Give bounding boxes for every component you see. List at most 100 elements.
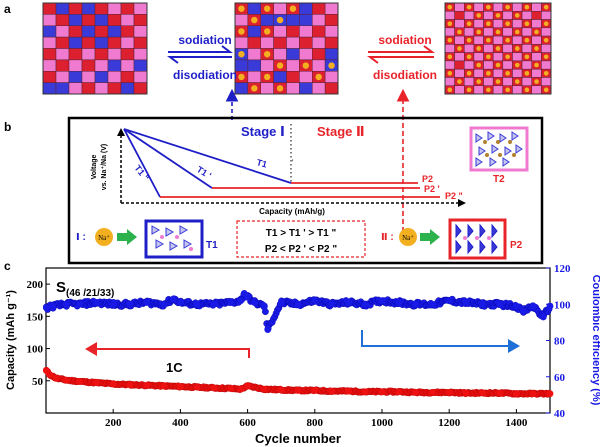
lattice-cell bbox=[107, 36, 122, 49]
green-arrow-icon-1 bbox=[117, 229, 137, 245]
lattice-cell bbox=[483, 27, 494, 37]
lattice-cell bbox=[42, 36, 57, 49]
lattice-cell bbox=[81, 2, 96, 15]
x-tick-label: 1000 bbox=[371, 417, 394, 429]
lattice-cell bbox=[286, 59, 300, 72]
na-ion-icon-1 bbox=[95, 228, 113, 246]
capacity-data-point bbox=[143, 381, 151, 389]
ce-data-point bbox=[429, 300, 436, 308]
curve-t1 bbox=[123, 128, 292, 184]
capacity-data-point bbox=[294, 387, 302, 394]
lattice-cell bbox=[234, 36, 249, 49]
sodium-ion-dot bbox=[543, 21, 549, 26]
sodium-ion-dot bbox=[315, 73, 322, 81]
lattice-cell bbox=[299, 82, 313, 95]
sodium-ion-dot bbox=[543, 71, 549, 76]
lattice-cell bbox=[68, 25, 83, 38]
lattice-cell bbox=[55, 36, 70, 49]
capacity-data-point bbox=[52, 374, 60, 382]
capacity-data-point bbox=[513, 390, 520, 398]
sodium-ion-dot bbox=[476, 62, 482, 68]
lattice-cell bbox=[120, 14, 135, 26]
lattice-cell bbox=[107, 48, 122, 61]
ce-data-point bbox=[76, 300, 83, 308]
lattice-cell bbox=[502, 27, 513, 37]
capacity-data-point bbox=[227, 385, 235, 392]
lattice-cell bbox=[286, 82, 300, 95]
ce-data-point bbox=[361, 300, 369, 308]
lattice-cell bbox=[55, 25, 70, 38]
lattice-cell bbox=[521, 60, 532, 70]
label-t1pp: T1 " bbox=[132, 163, 151, 183]
t1-box-label: T1 bbox=[206, 240, 218, 251]
y-axis-title-right: Coulombic efficiency (%) bbox=[590, 275, 600, 406]
sodium-ion-dot bbox=[302, 62, 309, 69]
x-tick-label: 400 bbox=[172, 417, 189, 429]
capacity-data-point bbox=[210, 384, 218, 392]
lattice-cell bbox=[454, 60, 465, 70]
coulombic-efficiency-series bbox=[42, 289, 554, 334]
ce-data-point bbox=[294, 300, 302, 308]
lattice-cell bbox=[120, 59, 135, 72]
lattice-cell bbox=[512, 68, 523, 78]
lattice-cell bbox=[454, 85, 465, 95]
sodium-ion-dot bbox=[476, 29, 482, 35]
ce-data-point bbox=[237, 297, 245, 305]
capacity-data-point bbox=[45, 370, 53, 378]
lattice-cell bbox=[444, 11, 455, 20]
sodium-ion-dot bbox=[543, 87, 549, 93]
disodiation-label-1: disodiation bbox=[173, 68, 237, 82]
lattice-cell bbox=[483, 60, 494, 70]
lattice-cell bbox=[107, 59, 122, 72]
sodium-ion-dot bbox=[543, 54, 549, 60]
lattice-cell bbox=[512, 2, 523, 12]
lattice-cell bbox=[260, 14, 274, 26]
capacity-data-point bbox=[177, 383, 184, 390]
lattice-cell bbox=[42, 14, 57, 26]
lattice-cell bbox=[55, 14, 70, 26]
lattice-cell bbox=[68, 59, 83, 72]
lattice-grid-stage1 bbox=[234, 2, 339, 95]
p2-box-label: P2 bbox=[510, 240, 523, 251]
sodium-ion-dot bbox=[486, 4, 491, 10]
lattice-cell bbox=[492, 52, 504, 62]
ce-data-point bbox=[277, 299, 285, 306]
lattice-cell bbox=[521, 27, 532, 37]
lattice-cell bbox=[234, 14, 249, 26]
lattice-cell bbox=[492, 19, 504, 29]
lattice-cell bbox=[541, 27, 552, 37]
capacity-data-point bbox=[311, 387, 319, 394]
lattice-cell bbox=[492, 85, 504, 95]
lattice-cell bbox=[512, 35, 523, 45]
sodium-ion-dot bbox=[486, 71, 491, 76]
ce-data-point bbox=[244, 293, 252, 301]
lattice-cell bbox=[464, 60, 475, 70]
lattice-cell bbox=[260, 36, 274, 49]
ce-data-point bbox=[93, 299, 100, 306]
lattice-cell bbox=[68, 36, 83, 49]
lattice-cell bbox=[483, 44, 494, 53]
sodiation-label-2: sodiation bbox=[378, 33, 431, 47]
lattice-cell bbox=[55, 82, 70, 95]
capacity-data-point bbox=[479, 389, 487, 397]
lattice-cell bbox=[454, 35, 465, 45]
lattice-cell bbox=[247, 59, 261, 72]
lattice-cell bbox=[444, 77, 455, 86]
sodium-ion-dot bbox=[264, 5, 271, 12]
sodium-ion-dot bbox=[486, 37, 491, 43]
ce-data-point bbox=[250, 299, 258, 306]
chart-title: S(46 /21/33) bbox=[56, 279, 114, 299]
capacity-data-point bbox=[328, 387, 335, 395]
sodium-ion-dot bbox=[524, 54, 530, 60]
sodium-ion-dot bbox=[447, 4, 453, 10]
na-ion-label-1: Na⁺ bbox=[98, 234, 110, 242]
lattice-cell bbox=[94, 25, 109, 38]
sodium-ion-dot bbox=[457, 79, 462, 84]
lattice-cell bbox=[247, 48, 261, 61]
lattice-cell bbox=[55, 71, 70, 83]
lattice-cell bbox=[133, 14, 148, 26]
lattice-cell bbox=[312, 48, 326, 61]
na-ion-icon-2 bbox=[399, 228, 417, 246]
lattice-cell bbox=[68, 2, 83, 15]
lattice-cell bbox=[94, 2, 109, 15]
